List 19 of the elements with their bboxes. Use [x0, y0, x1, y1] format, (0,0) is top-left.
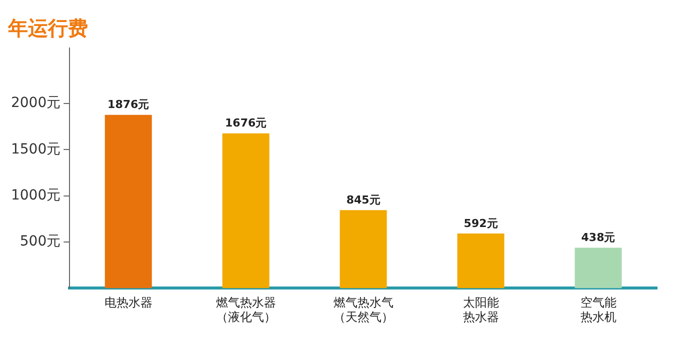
- x-tick-label: 太阳能热水器: [462, 296, 499, 324]
- y-tick-label: 1500元: [10, 141, 61, 158]
- data-label: 438元: [581, 231, 616, 244]
- y-tick-label: 1000元: [10, 187, 61, 204]
- bar: [222, 133, 270, 288]
- y-tick-label: 2000元: [10, 95, 61, 112]
- x-tick-label: 空气能热水机: [580, 296, 616, 324]
- bar: [574, 248, 622, 288]
- data-label: 845元: [346, 193, 380, 206]
- data-label: 592元: [464, 216, 498, 230]
- bar: [340, 210, 387, 288]
- data-label: 1876元: [108, 98, 150, 112]
- data-label: 1676元: [225, 116, 267, 130]
- x-tick-label: 电热水器: [104, 296, 152, 310]
- bar: [104, 114, 152, 288]
- y-tick-label: 500元: [20, 234, 61, 250]
- x-tick-label: 燃气热水器（液化气）: [216, 296, 276, 324]
- bar: [457, 234, 504, 288]
- x-tick-label: 燃气热水气（天然气）: [333, 296, 394, 324]
